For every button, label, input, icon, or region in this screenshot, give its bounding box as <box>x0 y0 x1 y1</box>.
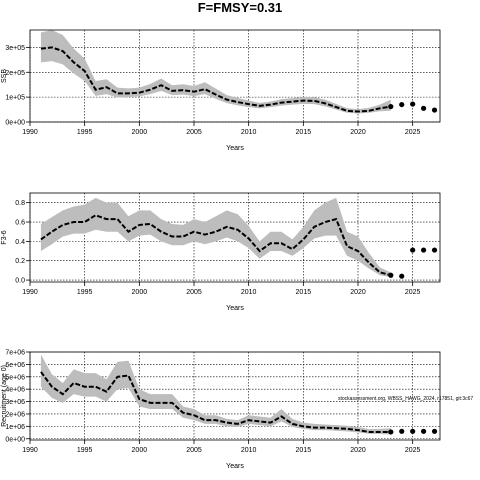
x-tick-label: 2025 <box>405 289 421 296</box>
forecast-point <box>421 105 427 111</box>
x-tick-label: 2010 <box>241 447 257 454</box>
panel-fishing-mortality: 1990 1995 2000 2005 2010 2015 2020 2025 0.0 0.2 0.… <box>1 192 441 312</box>
x-tick-label: 1990 <box>22 447 38 454</box>
x-tick-label: 2010 <box>241 129 257 136</box>
y-tick-label: 3e+06 <box>5 399 25 406</box>
forecast-point <box>431 247 438 253</box>
y-tick-label: 0.8 <box>15 200 25 207</box>
source-annotation: stockassessment.org, WBSS_HAWG_2024, r17… <box>338 396 473 402</box>
y-tick-label: 0e+00 <box>5 436 25 443</box>
plot-frame <box>29 192 441 283</box>
x-tick-label: 2025 <box>405 447 421 454</box>
x-tick-label: 2025 <box>405 129 421 136</box>
forecast-point <box>421 247 427 253</box>
forecast-point <box>431 428 438 434</box>
x-axis-title: Years <box>226 145 244 152</box>
forecast-point <box>431 107 438 113</box>
forecast-point <box>388 272 394 278</box>
y-tick-label: 7e+06 <box>5 350 25 357</box>
plot-frame <box>29 29 441 123</box>
y-tick-label: 2e+06 <box>5 411 25 418</box>
forecast-point <box>410 101 416 107</box>
x-tick-label: 2015 <box>296 289 312 296</box>
y-axis-title: F3-6 <box>1 230 8 245</box>
x-axis-title: Years <box>226 305 244 312</box>
x-tick-label: 2000 <box>132 129 148 136</box>
x-tick-label: 2020 <box>350 289 366 296</box>
x-tick-label: 1995 <box>77 447 93 454</box>
x-axis-title: Years <box>226 463 244 470</box>
x-tick-label: 2015 <box>296 447 312 454</box>
x-tick-label: 1990 <box>22 129 38 136</box>
x-tick-label: 2005 <box>186 129 202 136</box>
estimate-line <box>40 214 392 277</box>
confidence-band <box>40 197 391 278</box>
y-tick-label: 0.4 <box>15 239 25 246</box>
x-tick-label: 2015 <box>296 129 312 136</box>
forecast-point <box>388 429 394 435</box>
y-axis-title: SSB <box>1 69 8 83</box>
estimate-line <box>40 46 391 113</box>
y-tick-label: 0.0 <box>15 278 25 285</box>
forecast-point <box>399 428 405 434</box>
panel-recruitment: 1990 1995 2000 2005 2010 2015 2020 2025 0e+00 1e+… <box>1 350 441 470</box>
x-tick-label: 2005 <box>186 447 202 454</box>
forecast-point <box>399 273 405 279</box>
y-tick-label: 0.2 <box>15 258 25 265</box>
confidence-band <box>40 354 391 435</box>
x-tick-label: 1990 <box>22 289 38 296</box>
forecast-point <box>410 247 416 253</box>
y-tick-label: 0.6 <box>15 220 25 227</box>
panel-ssb: 1990 1995 2000 2005 2010 2015 2020 2025 0e+00 1e+… <box>1 29 441 152</box>
y-axis-title: Recruitment (age 0) <box>1 365 8 427</box>
y-tick-label: 1e+05 <box>5 95 25 102</box>
forecast-point <box>410 428 416 434</box>
x-tick-label: 2020 <box>350 129 366 136</box>
x-tick-label: 1995 <box>77 289 93 296</box>
y-tick-label: 4e+06 <box>5 387 25 394</box>
y-tick-label: 5e+06 <box>5 374 25 381</box>
y-tick-label: 2e+05 <box>5 70 25 77</box>
x-tick-label: 2010 <box>241 289 257 296</box>
forecast-point <box>399 101 405 108</box>
estimate-line <box>40 371 391 433</box>
plot-frame <box>29 351 441 441</box>
x-tick-label: 2020 <box>350 447 366 454</box>
y-tick-label: 1e+06 <box>5 424 25 431</box>
y-tick-label: 6e+06 <box>5 362 25 369</box>
forecast-point <box>388 103 394 110</box>
x-tick-label: 2000 <box>132 289 148 296</box>
y-tick-label: 0e+00 <box>5 120 25 127</box>
forecast-point <box>421 428 427 434</box>
y-tick-label: 3e+05 <box>5 45 25 52</box>
x-tick-label: 2000 <box>132 447 148 454</box>
chart-main-title: F=FMSY=0.31 <box>197 0 283 15</box>
confidence-band <box>40 30 391 114</box>
x-tick-label: 1995 <box>77 129 93 136</box>
x-tick-label: 2005 <box>186 289 202 296</box>
